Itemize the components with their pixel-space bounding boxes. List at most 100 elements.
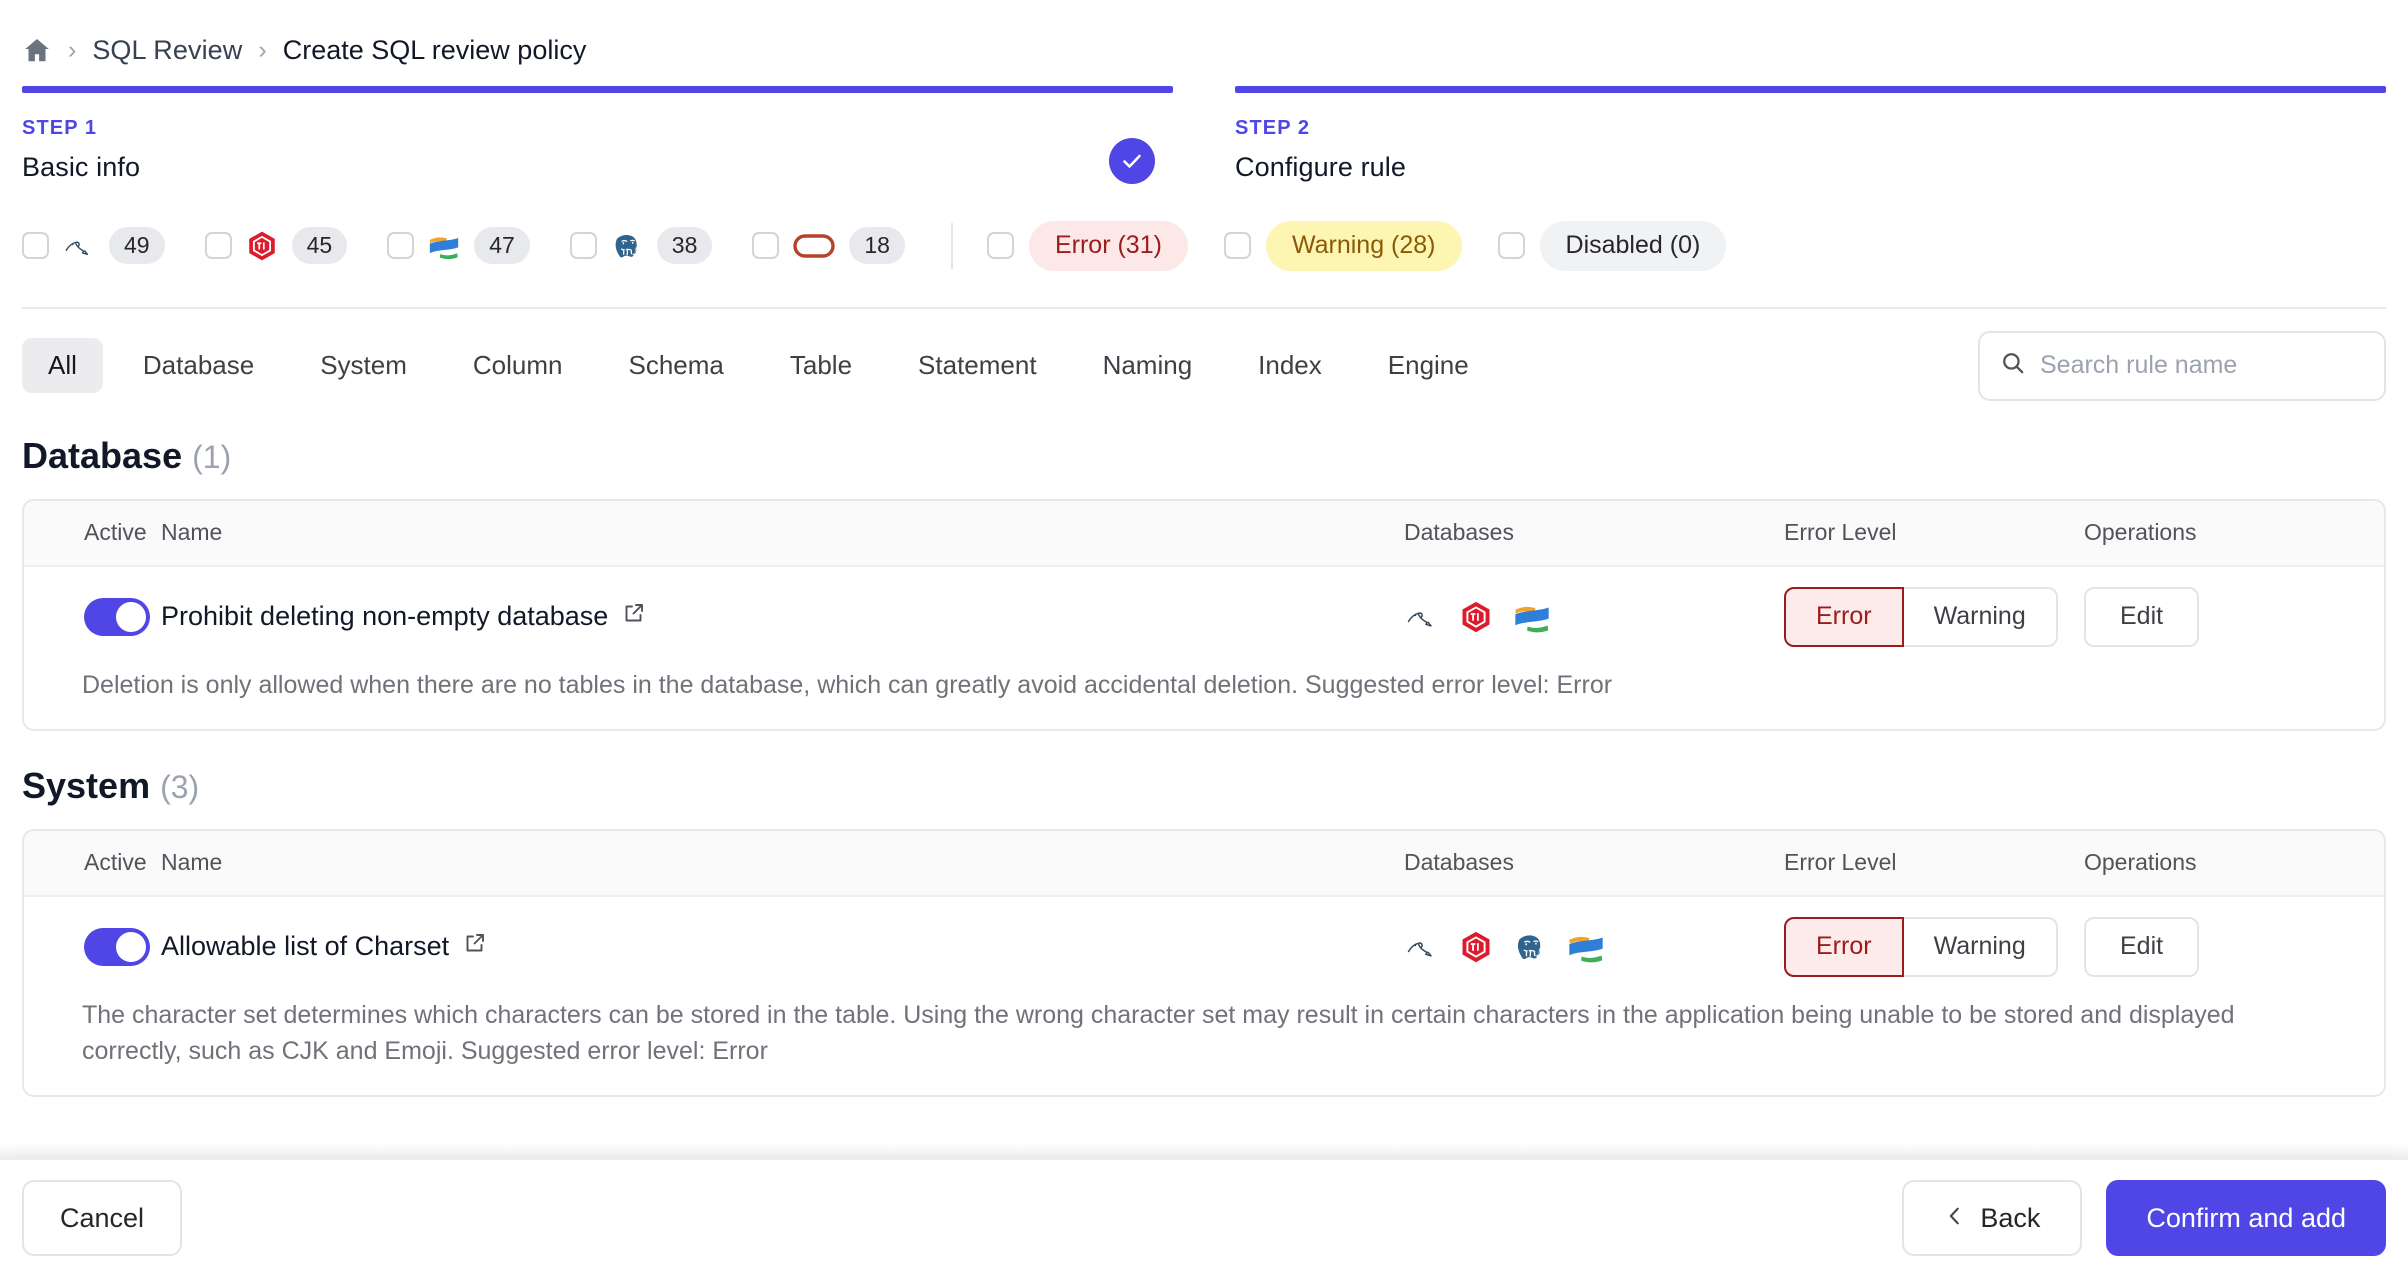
mysql-icon — [62, 229, 96, 263]
tidb-icon — [245, 229, 279, 263]
engine-filter-mysql[interactable]: 49 — [22, 227, 165, 265]
step-1[interactable]: STEP 1 Basic info — [22, 86, 1173, 184]
rule-active-toggle[interactable] — [84, 927, 150, 966]
tab-statement[interactable]: Statement — [918, 350, 1037, 380]
home-icon[interactable] — [22, 35, 52, 65]
error-level-option-error[interactable]: Error — [1784, 916, 1904, 977]
status-filter-disabled-label: Disabled (0) — [1539, 221, 1727, 271]
step-2-bar — [1235, 86, 2386, 93]
edit-button[interactable]: Edit — [2084, 916, 2200, 977]
external-link-icon[interactable] — [622, 601, 646, 632]
engine-filter-mysql-checkbox[interactable] — [22, 232, 49, 260]
error-level-option-warning[interactable]: Warning — [1903, 916, 2058, 977]
table-header-row: Active Name Databases Error Level Operat… — [24, 830, 2384, 897]
engine-filter-postgres-checkbox[interactable] — [569, 232, 597, 260]
engine-filter-mysql-count: 49 — [109, 227, 165, 265]
tab-column[interactable]: Column — [472, 350, 563, 380]
footer-right-actions: Back Confirm and add — [1902, 1180, 2386, 1256]
rule-active-toggle[interactable] — [84, 597, 150, 636]
row-database-icons — [1404, 599, 1784, 635]
status-filter-warning[interactable]: Warning (28) — [1223, 221, 1462, 271]
engine-filter-oceanbase-checkbox[interactable] — [387, 232, 415, 260]
tab-schema[interactable]: Schema — [628, 350, 724, 380]
engine-filter-tidb-checkbox[interactable] — [204, 232, 232, 260]
filter-bar: 49 45 — [0, 183, 2408, 271]
section-system-count: (3) — [160, 768, 200, 805]
breadcrumb-separator-2: › — [258, 35, 267, 64]
engine-filter-postgres[interactable]: 38 — [569, 227, 713, 265]
row-error-level-cell: Error Warning — [1784, 916, 2084, 977]
filter-divider — [950, 222, 953, 269]
engine-filter-postgres-count: 38 — [656, 227, 713, 265]
row-active-cell — [24, 927, 159, 966]
external-link-icon[interactable] — [463, 931, 487, 962]
oceanbase-icon — [1512, 599, 1552, 635]
tab-table[interactable]: Table — [789, 350, 853, 380]
status-filter-error[interactable]: Error (31) — [986, 221, 1188, 271]
col-header-name: Name — [161, 519, 223, 545]
category-tabs: All Database System Column Schema Table … — [0, 309, 2408, 401]
step-2[interactable]: STEP 2 Configure rule — [1235, 86, 2386, 183]
database-rules-table: Active Name Databases Error Level Operat… — [22, 498, 2386, 731]
step-1-title: Basic info — [22, 152, 141, 182]
engine-filter-oceanbase-count: 47 — [474, 227, 530, 265]
cancel-button[interactable]: Cancel — [22, 1180, 183, 1256]
row-operations-cell: Edit — [2084, 586, 2384, 647]
rule-name[interactable]: Prohibit deleting non-empty database — [161, 601, 1404, 632]
row-databases-cell — [1404, 929, 1784, 965]
status-filter-warning-label: Warning (28) — [1265, 221, 1462, 271]
section-database-name: Database — [22, 434, 183, 476]
section-database-count: (1) — [192, 438, 232, 475]
system-rules-table: Active Name Databases Error Level Operat… — [22, 828, 2386, 1098]
row-database-icons — [1404, 929, 1784, 965]
mysql-icon — [1404, 599, 1440, 635]
row-name-cell: Allowable list of Charset — [159, 931, 1404, 962]
error-level-option-warning[interactable]: Warning — [1903, 586, 2058, 647]
step-1-complete-badge — [1109, 138, 1155, 184]
step-1-bar — [22, 86, 1173, 93]
row-operations-cell: Edit — [2084, 916, 2384, 977]
engine-filter-tidb[interactable]: 45 — [204, 227, 348, 265]
status-filter-disabled[interactable]: Disabled (0) — [1497, 221, 1727, 271]
confirm-and-add-button[interactable]: Confirm and add — [2106, 1180, 2386, 1256]
postgres-icon — [610, 229, 644, 263]
tab-engine[interactable]: Engine — [1387, 350, 1469, 380]
section-database: Database (1) Active Name Databases Error… — [0, 401, 2408, 731]
tab-database[interactable]: Database — [142, 350, 255, 380]
search-icon — [2000, 350, 2026, 381]
edit-button[interactable]: Edit — [2084, 586, 2200, 647]
engine-filter-oracle-checkbox[interactable] — [752, 232, 780, 260]
row-name-cell: Prohibit deleting non-empty database — [159, 601, 1404, 632]
col-header-operations: Operations — [2084, 519, 2197, 545]
status-filter-warning-checkbox[interactable] — [1223, 232, 1251, 260]
table-header-row: Active Name Databases Error Level Operat… — [24, 500, 2384, 567]
table-row: Prohibit deleting non-empty database — [24, 567, 2384, 667]
status-filter-error-checkbox[interactable] — [986, 232, 1014, 260]
back-button[interactable]: Back — [1902, 1180, 2083, 1256]
search-rule-box[interactable] — [1978, 330, 2386, 401]
rule-name-text: Prohibit deleting non-empty database — [161, 601, 609, 631]
col-header-databases: Databases — [1404, 519, 1514, 545]
mysql-icon — [1404, 929, 1440, 965]
status-filter-disabled-checkbox[interactable] — [1497, 232, 1525, 260]
breadcrumb-item-create-policy: Create SQL review policy — [282, 34, 587, 65]
tab-all[interactable]: All — [22, 338, 103, 393]
section-system-name: System — [22, 764, 151, 806]
tab-naming[interactable]: Naming — [1102, 350, 1193, 380]
col-header-operations: Operations — [2084, 849, 2197, 876]
tab-index[interactable]: Index — [1258, 350, 1322, 380]
tab-system[interactable]: System — [320, 350, 407, 380]
col-header-active: Active — [84, 849, 147, 876]
oceanbase-icon — [427, 229, 461, 263]
breadcrumb-separator-1: › — [68, 35, 77, 64]
engine-filter-oracle[interactable]: 18 — [752, 227, 905, 265]
step-2-title: Configure rule — [1235, 152, 1406, 182]
rule-description: The character set determines which chara… — [82, 1000, 2235, 1065]
check-icon — [1123, 154, 1141, 168]
error-level-option-error[interactable]: Error — [1784, 586, 1904, 647]
search-input[interactable] — [2040, 351, 2364, 380]
engine-filter-oceanbase[interactable]: 47 — [387, 227, 530, 265]
rule-name[interactable]: Allowable list of Charset — [161, 931, 1404, 962]
oracle-icon — [792, 229, 836, 263]
breadcrumb-item-sql-review[interactable]: SQL Review — [92, 34, 243, 65]
